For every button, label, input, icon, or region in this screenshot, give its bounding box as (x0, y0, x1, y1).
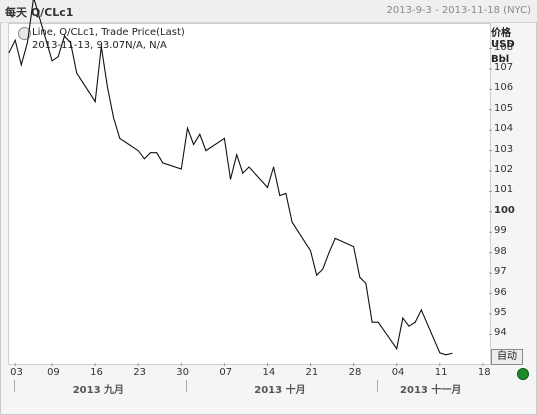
y-tick-label: 100 (494, 204, 515, 216)
data-point (223, 137, 225, 139)
month-separator (186, 380, 188, 392)
data-point (107, 86, 108, 88)
data-point (285, 193, 287, 194)
y-tick-label: 98 (494, 245, 507, 257)
data-point (8, 52, 10, 54)
y-tick-label: 104 (494, 123, 514, 135)
data-point (359, 276, 361, 278)
month-separator (14, 380, 16, 392)
data-point (371, 321, 373, 323)
chart-title: 每天 Q/CLc1 (5, 6, 74, 19)
data-point (316, 274, 318, 276)
y-tick-label: 102 (494, 164, 514, 176)
data-point (328, 252, 330, 254)
data-point (230, 178, 231, 180)
data-point (445, 354, 447, 356)
data-point (365, 282, 367, 284)
data-point (414, 321, 416, 323)
status-indicator (517, 368, 529, 380)
data-point (27, 41, 28, 43)
data-point (408, 325, 410, 327)
data-point (322, 268, 324, 270)
data-point (334, 237, 336, 239)
y-tick-label: 101 (494, 184, 514, 196)
plot-area[interactable] (8, 23, 491, 365)
data-point (94, 101, 96, 103)
data-point (199, 133, 201, 135)
x-tick-label: 09 (47, 367, 60, 378)
y-tick-label: 97 (494, 266, 507, 278)
data-point (273, 166, 275, 168)
data-point (205, 150, 207, 152)
legend-series-label: Line, Q/CLc1, Trade Price(Last) (32, 27, 185, 38)
y-tick-label: 96 (494, 286, 507, 298)
x-tick-label: 23 (133, 367, 146, 378)
data-point (51, 60, 53, 62)
data-point (156, 152, 158, 154)
data-point (236, 154, 238, 156)
x-tick-label: 30 (176, 367, 190, 378)
series-line (8, 0, 453, 356)
data-point (291, 221, 293, 223)
y-tick-label: 103 (494, 143, 514, 155)
y-axis-label-currency: USD (491, 39, 515, 50)
data-point (353, 246, 355, 248)
data-point (14, 39, 16, 41)
auto-scale-button[interactable]: 自动 (491, 349, 523, 365)
y-tick-label: 108 (494, 41, 514, 53)
data-point (377, 321, 379, 323)
month-label: 2013 九月 (72, 385, 125, 396)
month-separator (377, 380, 379, 392)
y-tick-label: 99 (494, 225, 507, 237)
x-tick-label: 21 (305, 367, 319, 378)
data-point (150, 152, 151, 154)
data-point (187, 127, 188, 129)
x-tick-label: 11 (434, 367, 448, 378)
data-point (420, 309, 422, 311)
x-tick-label: 28 (348, 367, 362, 378)
data-point (63, 35, 65, 37)
x-tick-label: 18 (477, 367, 491, 378)
data-point (137, 150, 139, 152)
x-tick-label: 14 (262, 367, 276, 378)
data-point (267, 186, 268, 188)
x-axis: 03 09 16 23 30 07 14 21 28 04 11 18 2013 九月 2013 十月 20… (8, 365, 491, 411)
data-point (242, 172, 244, 174)
month-label: 2013 十一月 (400, 385, 462, 396)
data-point (310, 250, 311, 252)
data-point (402, 317, 404, 319)
data-point (451, 352, 453, 354)
data-point (193, 144, 195, 145)
data-point (180, 168, 182, 170)
month-label: 2013 十月 (254, 385, 306, 396)
chart-header: 每天 Q/CLc1 2013-9-3 - 2013-11-18 (NYC) (0, 0, 537, 23)
data-point (113, 117, 115, 119)
data-point (57, 56, 59, 58)
data-point (76, 72, 78, 74)
x-tick-label: 04 (391, 367, 405, 378)
legend-last-value: 2013-11-13, 93.07N/A, N/A (32, 40, 167, 51)
data-point (279, 195, 281, 196)
data-point (143, 158, 145, 160)
data-point (20, 64, 22, 66)
x-tick-label: 03 (10, 367, 23, 378)
y-axis-label-unit: Bbl (491, 54, 510, 65)
y-tick-label: 94 (494, 327, 507, 339)
data-point (248, 166, 250, 168)
data-point (70, 41, 71, 43)
data-point (100, 46, 102, 47)
y-tick-label: 106 (494, 82, 514, 94)
data-point (439, 352, 441, 354)
date-range: 2013-9-3 - 2013-11-18 (NYC) (386, 5, 531, 16)
y-tick-label: 105 (494, 102, 514, 114)
y-tick-label: 107 (494, 61, 514, 73)
data-point (119, 137, 121, 139)
y-tick-label: 95 (494, 306, 507, 318)
data-point (396, 348, 398, 350)
x-tick-label: 07 (219, 367, 233, 378)
y-axis-label-price: 价格 (491, 28, 511, 39)
data-point (162, 162, 164, 164)
x-tick-label: 16 (90, 367, 103, 378)
